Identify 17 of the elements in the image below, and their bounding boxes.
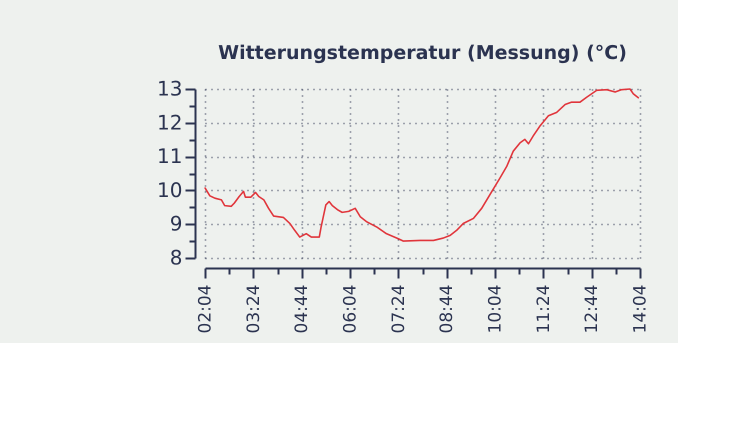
y-tick-label: 12 [157, 110, 182, 134]
x-tick-label: 06:04 [340, 284, 360, 334]
x-tick-label: 02:04 [196, 284, 216, 334]
x-tick-label: 03:24 [244, 284, 264, 334]
y-tick-label: 9 [170, 212, 182, 236]
x-tick-label: 10:04 [486, 284, 506, 334]
x-tick-label: 07:24 [388, 284, 409, 334]
x-tick-label: 12:44 [582, 284, 602, 334]
x-tick-label: 04:44 [292, 284, 312, 334]
x-tick-label: 08:44 [437, 284, 458, 334]
x-tick-label: 11:24 [534, 284, 554, 334]
y-tick-label: 11 [157, 144, 182, 168]
y-tick-label: 8 [170, 246, 182, 270]
chart-title: Witterungstemperatur (Messung) (°C) [218, 42, 627, 64]
y-tick-label: 10 [157, 178, 182, 202]
x-tick-label: 14:04 [630, 284, 650, 334]
y-tick-label: 13 [157, 76, 182, 100]
